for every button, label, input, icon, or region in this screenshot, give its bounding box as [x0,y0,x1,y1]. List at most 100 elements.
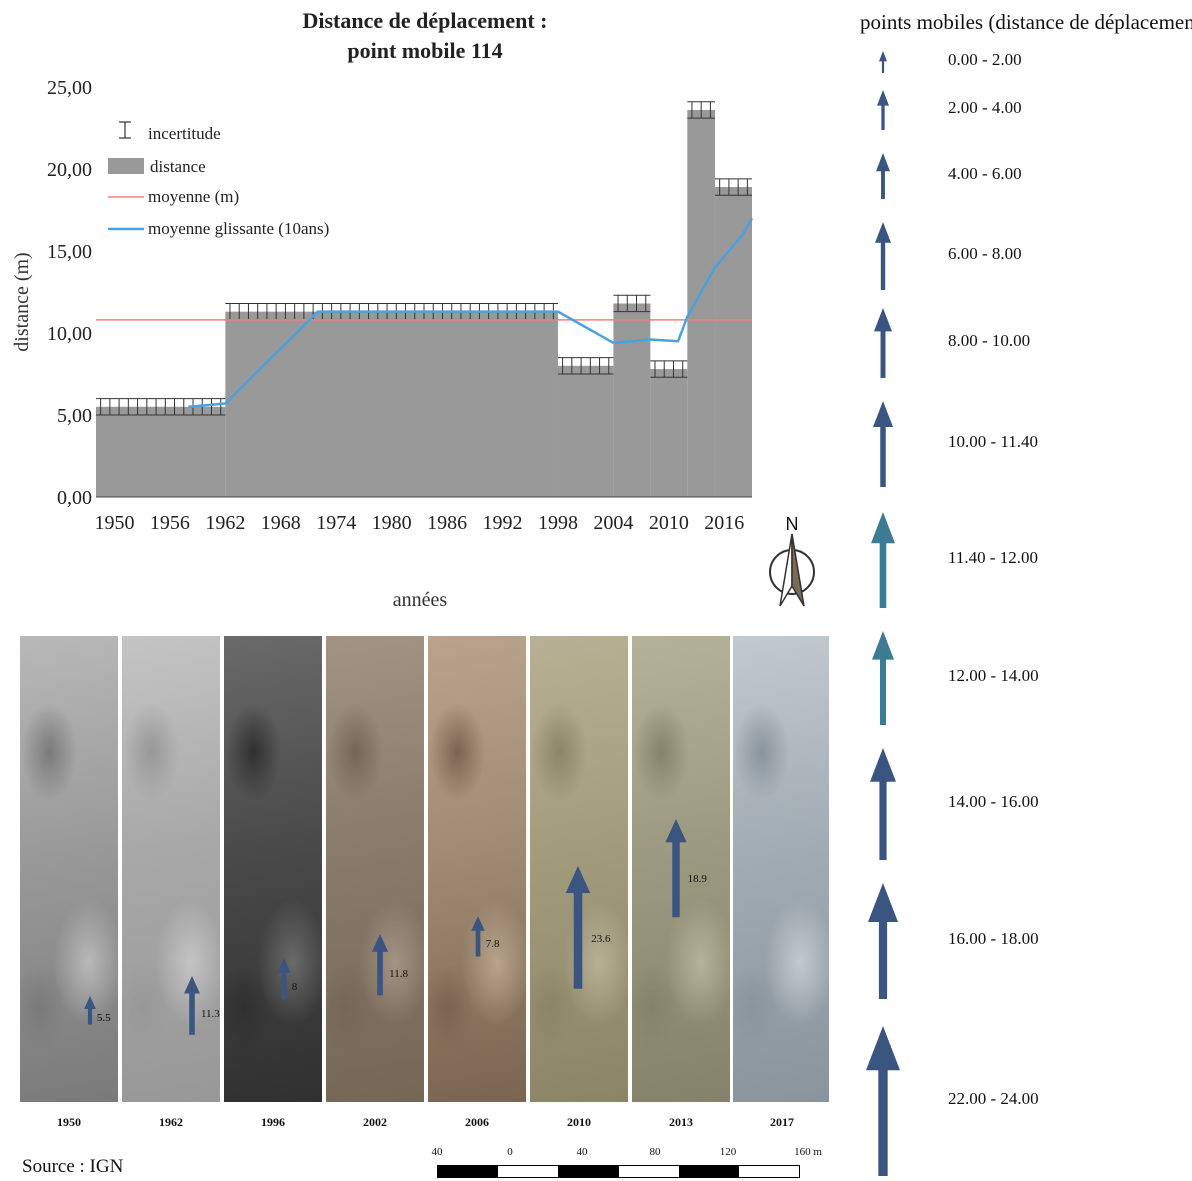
x-tick-label: 1950 [94,512,134,534]
displacement-value-label: 23.6 [591,933,611,946]
x-tick-label: 1986 [427,512,467,534]
scale-bar-label: 0 [507,1146,513,1158]
legend-uncertainty-icon [119,121,131,139]
orthophoto-4: 7.8 [428,636,526,1102]
legend-uncertainty-label: incertitude [148,124,221,143]
x-tick-labels: 1950 1956 1962 1968 1974 1980 1986 1992 1998 2004… [94,512,744,534]
y-tick-labels: 0,00 5,00 10,00 15,00 20,00 25,00 [47,77,92,509]
orthophoto-year-label: 1996 [261,1115,285,1129]
displacement-value-label: 5.5 [96,1011,111,1024]
legend-arrow-icon-2 [876,153,890,199]
orthophoto-year-label: 1950 [57,1115,81,1129]
orthophoto-3: 11.8 [326,636,424,1102]
orthophoto-1: 11.3 [122,636,220,1102]
arrow-legend-label-1: 2.00 - 4.00 [948,98,1022,117]
arrow-legend-label-6: 11.40 - 12.00 [948,548,1039,567]
arrow-legend-label-7: 12.00 - 14.00 [948,666,1039,685]
scale-bar-label: 40 [576,1146,588,1158]
displacement-arrow-icon [371,934,389,996]
scale-segment [438,1166,499,1177]
error-bar-group-4 [650,360,688,378]
legend-arrow-icon-6 [871,512,895,608]
scale-segment [618,1166,679,1177]
orthophoto-year-label: 1962 [159,1115,183,1129]
scale-bar-label: 160 m [794,1146,822,1158]
distance-chart: Distance de déplacement : point mobile 1… [11,8,754,611]
orthophoto-0: 5.5 [20,636,118,1102]
orthophoto-year-label: 2010 [567,1115,591,1129]
y-tick-label: 10,00 [47,323,92,345]
scale-segment [678,1166,739,1177]
distance-bar-2 [557,365,614,497]
error-bar-group-3 [613,294,651,313]
y-tick-label: 0,00 [57,487,92,509]
north-label: N [786,514,799,534]
displacement-arrow-icon [184,976,200,1035]
chart-subtitle: point mobile 114 [347,38,502,63]
arrow-legend-label-8: 14.00 - 16.00 [948,792,1039,811]
legend-arrow-icon-10 [866,1026,900,1176]
orthophoto-6: 18.9 [632,636,730,1102]
arrow-legend-label-9: 16.00 - 18.00 [948,929,1039,948]
x-tick-label: 1962 [205,512,245,534]
legend-rolling-label: moyenne glissante (10ans) [148,219,329,238]
orthophoto-year-label: 2013 [669,1115,693,1129]
legend-arrow-icon-7 [872,631,894,725]
legend-arrow-icon-9 [868,883,898,999]
legend-distance-label: distance [150,157,206,176]
distance-bar-0 [96,406,226,497]
orthophoto-year-label: 2006 [465,1115,489,1129]
legend-arrow-icon-0 [879,51,887,73]
y-tick-label: 5,00 [57,405,92,427]
distance-bar-1 [225,311,558,497]
north-arrow-icon: N [769,514,815,607]
x-tick-label: 2010 [649,512,689,534]
legend-arrow-icon-4 [874,308,892,378]
arrow-legend-label-5: 10.00 - 11.40 [948,432,1039,451]
orthophoto-5: 23.6 [530,636,628,1102]
orthophoto-year-label: 2017 [770,1115,794,1129]
error-bar-group-6 [715,178,752,196]
displacement-arrow-icon [565,866,591,989]
y-tick-label: 20,00 [47,159,92,181]
legend-arrow-icon-5 [873,401,893,487]
x-tick-label: 1974 [316,512,356,534]
scale-bar-label: 40 [431,1146,443,1158]
x-tick-label: 2016 [704,512,744,534]
legend-arrow-icon-1 [877,90,889,130]
source-credit: Source : IGN [22,1156,124,1177]
orthophoto-2: 8 [224,636,322,1102]
arrow-legend-label-2: 4.00 - 6.00 [948,164,1022,183]
x-tick-label: 2004 [593,512,633,534]
displacement-value-label: 11.8 [389,967,408,980]
orthophoto-year-label: 2002 [363,1115,387,1129]
arrow-legend-label-0: 0.00 - 2.00 [948,50,1022,69]
displacement-arrow-icon [277,958,291,1000]
scale-bar-label: 80 [649,1146,661,1158]
x-tick-label: 1992 [483,512,523,534]
displacement-arrow-icon [471,916,485,957]
displacement-value-label: 11.3 [200,1008,220,1021]
arrow-legend-label-4: 8.00 - 10.00 [948,331,1031,350]
distance-bar-6 [715,187,752,498]
x-tick-label: 1968 [261,512,301,534]
displacement-value-label: 7.8 [485,938,500,951]
chart-legend: incertitude distance moyenne (m) moyenne… [108,121,329,238]
legend-arrow-icon-8 [870,748,896,860]
legend-mean-label: moyenne (m) [148,187,239,206]
x-tick-label: 1956 [150,512,190,534]
arrow-legend-label-10: 22.00 - 24.00 [948,1089,1039,1108]
arrow-legend-label-3: 6.00 - 8.00 [948,244,1022,263]
y-tick-label: 25,00 [47,77,92,99]
error-bar-group-2 [557,357,614,375]
y-axis-title: distance (m) [11,252,33,351]
distance-bar-4 [650,369,688,497]
chart-title: Distance de déplacement : [302,8,547,33]
orthophoto-7 [733,636,829,1102]
scale-segment [558,1166,619,1177]
distance-bar-3 [613,303,651,497]
x-axis-title: années [393,589,448,611]
rolling-mean-line [188,217,754,409]
scale-segment [498,1166,559,1177]
x-tick-label: 1998 [538,512,578,534]
